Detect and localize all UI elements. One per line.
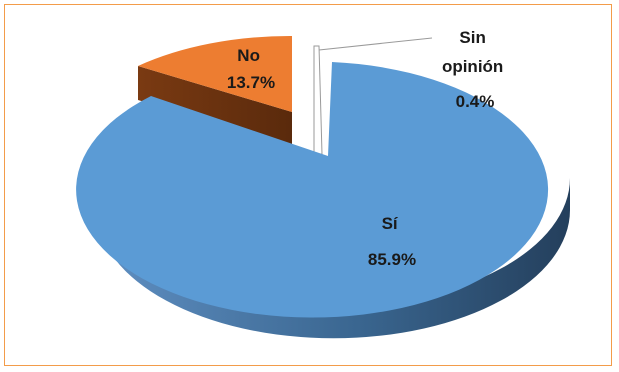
label-si: Sí 85.9% — [368, 214, 416, 269]
slice-sin-opinion-leader — [318, 37, 433, 51]
slice-no — [138, 35, 292, 112]
label-no: No 13.7% — [227, 46, 275, 92]
slice-si — [76, 62, 549, 318]
slice-sin-opinion — [313, 45, 323, 155]
label-sin-opinion: Sin opinión 0.4% — [442, 28, 508, 111]
slice-no-side — [138, 66, 292, 146]
